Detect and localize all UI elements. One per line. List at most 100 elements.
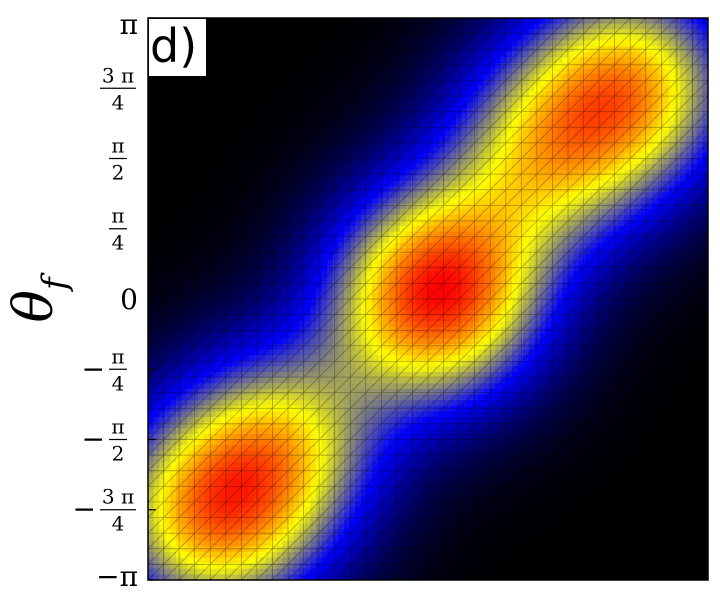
heatmap-cell <box>461 180 468 188</box>
heatmap-cell <box>545 254 552 261</box>
heatmap-cell <box>685 220 692 227</box>
heatmap-cell <box>500 18 507 25</box>
heatmap-cell <box>187 276 194 283</box>
heatmap-cell <box>248 147 255 154</box>
heatmap-cell <box>663 180 670 188</box>
heatmap-cell <box>338 164 345 171</box>
heatmap-cell <box>456 265 463 272</box>
heatmap-cell <box>551 248 558 255</box>
heatmap-cell <box>624 293 631 300</box>
heatmap-cell <box>405 91 412 98</box>
heatmap-cell <box>220 152 227 160</box>
heatmap-cell <box>702 79 708 87</box>
heatmap-cell <box>153 209 160 216</box>
heatmap-cell <box>176 175 183 182</box>
heatmap-cell <box>220 79 227 87</box>
heatmap-cell <box>355 102 362 109</box>
heatmap-cell <box>674 34 681 42</box>
heatmap-cell <box>635 158 642 165</box>
heatmap-cell <box>383 231 390 238</box>
heatmap-cell <box>159 91 166 98</box>
heatmap-cell <box>596 147 603 154</box>
heatmap-cell <box>612 107 619 115</box>
heatmap-cell <box>282 231 289 238</box>
heatmap-cell <box>400 270 407 278</box>
heatmap-cell <box>573 237 580 244</box>
heatmap-cell <box>332 242 339 250</box>
heatmap-cell <box>383 237 390 244</box>
heatmap-cell <box>472 186 479 193</box>
heatmap-cell <box>584 18 591 25</box>
heatmap-cell <box>517 192 524 199</box>
heatmap-cell <box>685 265 692 272</box>
heatmap-cell <box>187 130 194 137</box>
heatmap-cell <box>523 270 530 278</box>
heatmap-cell <box>215 214 222 221</box>
heatmap-cell <box>556 85 563 92</box>
heatmap-cell <box>646 192 653 199</box>
heatmap-cell <box>411 265 418 272</box>
heatmap-cell <box>383 270 390 278</box>
heatmap-cell <box>467 237 474 244</box>
heatmap-cell <box>506 276 513 283</box>
heatmap-cell <box>702 91 708 98</box>
heatmap-cell <box>187 141 194 148</box>
heatmap-cell <box>439 270 446 278</box>
heatmap-cell <box>528 57 535 64</box>
heatmap-cell <box>192 209 199 216</box>
heatmap-cell <box>668 85 675 92</box>
heatmap-cell <box>489 293 496 300</box>
heatmap-cell <box>680 124 687 131</box>
heatmap-cell <box>652 46 659 53</box>
heatmap-cell <box>220 169 227 176</box>
heatmap-cell <box>584 209 591 216</box>
heatmap-cell <box>680 130 687 137</box>
heatmap-cell <box>646 242 653 250</box>
heatmap-cell <box>394 175 401 182</box>
heatmap-cell <box>618 209 625 216</box>
heatmap-cell <box>562 130 569 137</box>
heatmap-cell <box>472 265 479 272</box>
heatmap-cell <box>271 186 278 193</box>
heatmap-cell <box>170 180 177 188</box>
heatmap-cell <box>344 220 351 227</box>
heatmap-cell <box>416 197 423 205</box>
heatmap-cell <box>495 29 502 36</box>
heatmap-cell <box>635 169 642 176</box>
heatmap-cell <box>472 57 479 64</box>
heatmap-cell <box>299 57 306 64</box>
heatmap-cell <box>321 147 328 154</box>
heatmap-cell <box>612 79 619 87</box>
heatmap-cell <box>344 203 351 210</box>
heatmap-cell <box>680 34 687 42</box>
heatmap-cell <box>276 259 283 266</box>
heatmap-cell <box>181 287 188 294</box>
heatmap-cell <box>635 113 642 120</box>
heatmap-cell <box>299 119 306 126</box>
heatmap-cell <box>517 293 524 300</box>
heatmap-cell <box>484 180 491 188</box>
heatmap-cell <box>472 270 479 278</box>
heatmap-cell <box>635 119 642 126</box>
heatmap-cell <box>472 91 479 98</box>
heatmap-cell <box>237 248 244 255</box>
heatmap-cell <box>472 79 479 87</box>
heatmap-cell <box>299 29 306 36</box>
heatmap-cell <box>215 180 222 188</box>
heatmap-cell <box>629 282 636 289</box>
heatmap-cell <box>394 23 401 30</box>
heatmap-cell <box>674 203 681 210</box>
heatmap-cell <box>299 113 306 120</box>
heatmap-cell <box>495 169 502 176</box>
heatmap-cell <box>512 136 519 143</box>
heatmap-cell <box>612 265 619 272</box>
heatmap-cell <box>232 29 239 36</box>
heatmap-cell <box>288 169 295 176</box>
heatmap-cell <box>467 214 474 221</box>
heatmap-cell <box>624 130 631 137</box>
heatmap-cell <box>624 79 631 87</box>
heatmap-cell <box>523 51 530 58</box>
heatmap-cell <box>220 74 227 81</box>
heatmap-cell <box>265 79 272 87</box>
heatmap-cell <box>545 259 552 266</box>
